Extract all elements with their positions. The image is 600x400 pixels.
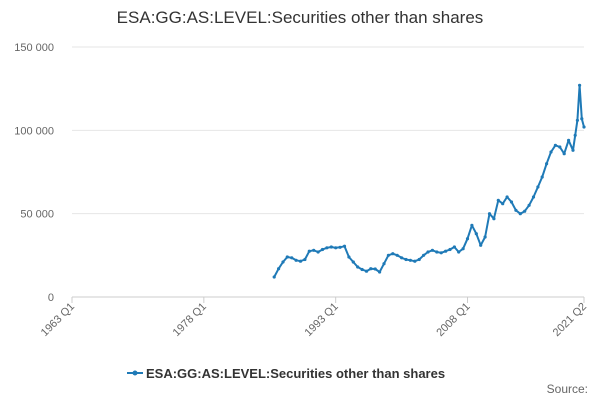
- data-point[interactable]: [272, 275, 276, 279]
- data-point[interactable]: [461, 247, 465, 251]
- data-point[interactable]: [378, 270, 382, 274]
- data-point[interactable]: [549, 150, 553, 154]
- y-tick-label: 50 000: [20, 209, 54, 221]
- data-point[interactable]: [496, 198, 500, 202]
- data-point[interactable]: [567, 138, 571, 142]
- data-point[interactable]: [435, 250, 439, 254]
- data-point[interactable]: [465, 237, 470, 241]
- grid-layer: [72, 46, 584, 298]
- data-point[interactable]: [509, 200, 514, 204]
- data-point[interactable]: [580, 117, 584, 121]
- data-point[interactable]: [422, 253, 426, 257]
- data-point[interactable]: [342, 244, 347, 248]
- data-point[interactable]: [430, 248, 434, 252]
- data-point[interactable]: [545, 162, 549, 166]
- data-point[interactable]: [312, 248, 316, 252]
- data-point[interactable]: [404, 257, 408, 262]
- series-line: [273, 84, 585, 278]
- data-point[interactable]: [514, 208, 518, 212]
- data-point[interactable]: [364, 269, 369, 273]
- data-point[interactable]: [562, 152, 566, 156]
- data-point[interactable]: [351, 260, 355, 264]
- data-point[interactable]: [391, 252, 395, 256]
- x-axis: 1963 Q1 1978 Q1 1993 Q1 2008 Q1 2021 Q2: [39, 296, 589, 339]
- chart-title: ESA:GG:AS:LEVEL:Securities other than sh…: [116, 8, 484, 27]
- data-point[interactable]: [531, 195, 536, 199]
- data-point[interactable]: [470, 223, 474, 227]
- data-point[interactable]: [329, 245, 333, 249]
- data-point[interactable]: [536, 185, 540, 189]
- series-layer: [272, 83, 586, 279]
- data-point[interactable]: [400, 256, 404, 260]
- data-point[interactable]: [444, 249, 448, 253]
- data-point[interactable]: [492, 217, 496, 221]
- data-point[interactable]: [320, 247, 325, 252]
- data-point[interactable]: [413, 259, 417, 263]
- data-point[interactable]: [474, 232, 478, 236]
- data-point[interactable]: [408, 258, 412, 262]
- data-point[interactable]: [523, 209, 527, 213]
- data-point[interactable]: [334, 246, 338, 250]
- data-point[interactable]: [290, 256, 294, 260]
- source-label: Source:: [547, 382, 588, 396]
- data-point[interactable]: [527, 203, 531, 207]
- data-point[interactable]: [518, 212, 522, 216]
- data-point[interactable]: [505, 195, 509, 199]
- data-point[interactable]: [501, 202, 505, 206]
- data-point[interactable]: [483, 235, 487, 239]
- data-point[interactable]: [395, 253, 399, 257]
- data-point[interactable]: [582, 125, 586, 129]
- x-tick-label: 1963 Q1: [39, 301, 77, 339]
- data-point[interactable]: [347, 255, 351, 259]
- data-point[interactable]: [575, 118, 580, 122]
- legend[interactable]: ESA:GG:AS:LEVEL:Securities other than sh…: [127, 366, 445, 381]
- x-tick-label: 2008 Q1: [434, 301, 472, 339]
- data-point[interactable]: [325, 246, 329, 250]
- data-point[interactable]: [386, 253, 390, 257]
- legend-label: ESA:GG:AS:LEVEL:Securities other than sh…: [146, 366, 445, 381]
- data-point[interactable]: [487, 212, 492, 216]
- data-point[interactable]: [277, 267, 281, 271]
- data-point[interactable]: [303, 257, 307, 262]
- data-point[interactable]: [439, 251, 443, 255]
- data-point[interactable]: [316, 250, 320, 254]
- x-tick-label: 2021 Q2: [551, 301, 589, 339]
- y-axis: 0 50 000 100 000 150 000: [14, 42, 54, 304]
- data-point[interactable]: [457, 250, 461, 254]
- data-point[interactable]: [360, 267, 364, 272]
- y-tick-label: 150 000: [14, 42, 54, 54]
- data-point[interactable]: [356, 265, 360, 269]
- data-point[interactable]: [373, 267, 377, 271]
- legend-marker-icon: [132, 370, 138, 376]
- x-tick-label: 1978 Q1: [171, 301, 209, 339]
- data-point[interactable]: [417, 257, 421, 262]
- data-point[interactable]: [294, 258, 298, 262]
- data-point[interactable]: [571, 148, 575, 152]
- data-point[interactable]: [573, 133, 577, 137]
- data-point[interactable]: [281, 260, 285, 264]
- data-point[interactable]: [540, 175, 544, 179]
- data-point[interactable]: [382, 262, 386, 266]
- data-point[interactable]: [578, 83, 582, 87]
- data-point[interactable]: [338, 245, 342, 249]
- data-point[interactable]: [558, 145, 562, 149]
- data-point[interactable]: [553, 143, 558, 147]
- data-point[interactable]: [448, 247, 452, 252]
- data-point[interactable]: [426, 250, 430, 254]
- data-point[interactable]: [369, 267, 373, 271]
- x-tick-label: 1993 Q1: [302, 301, 340, 339]
- data-point[interactable]: [307, 249, 311, 253]
- data-point[interactable]: [298, 259, 303, 263]
- y-tick-label: 0: [48, 292, 54, 304]
- data-point[interactable]: [285, 255, 289, 259]
- data-point[interactable]: [452, 245, 456, 249]
- y-tick-label: 100 000: [14, 125, 54, 137]
- data-point[interactable]: [479, 243, 483, 247]
